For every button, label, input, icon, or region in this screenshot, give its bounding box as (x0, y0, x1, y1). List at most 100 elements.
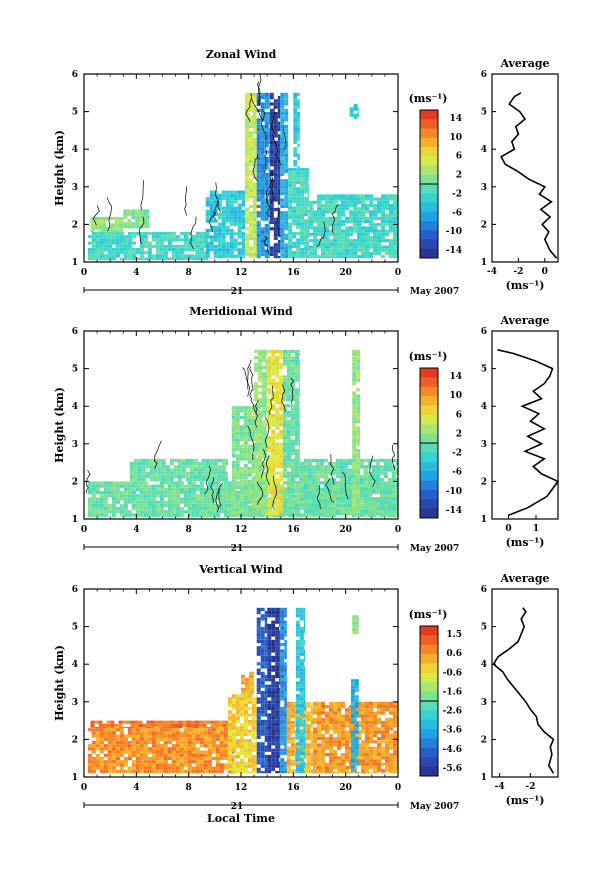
heatmap-cell (170, 727, 175, 729)
colorbar-segment (420, 377, 438, 388)
heatmap-cell (171, 503, 176, 507)
heatmap-cell (191, 510, 196, 514)
heatmap-cell (381, 248, 385, 252)
heatmap-cell (147, 487, 152, 491)
heatmap-cell (214, 727, 219, 729)
heatmap-cell (95, 231, 100, 236)
heatmap-cell (273, 102, 278, 106)
heatmap-cell (155, 763, 160, 767)
heatmap-cell (247, 479, 252, 483)
heatmap-cell (356, 359, 361, 363)
heatmap-cell (149, 468, 154, 472)
heatmap-cell (393, 203, 397, 208)
heatmap-cell (107, 244, 112, 248)
heatmap-cell (210, 723, 215, 727)
heatmap-cell (315, 503, 320, 507)
heatmap-cell (268, 252, 270, 256)
heatmap-cell (297, 115, 300, 119)
heatmap-cell (264, 214, 269, 218)
heatmap-cell (123, 257, 128, 261)
heatmap-cell (195, 769, 200, 773)
heatmap-cell (217, 478, 222, 482)
heatmap-cell (275, 503, 280, 507)
heatmap-cell (122, 216, 124, 221)
heatmap-cell (329, 210, 333, 214)
heatmap-cell (292, 184, 297, 188)
heatmap-cell (153, 468, 158, 472)
heatmap-cell (349, 113, 354, 117)
heatmap-cell (293, 163, 298, 167)
heatmap-cell (187, 510, 192, 514)
heatmap-cell (231, 451, 236, 455)
heatmap-cell (159, 734, 164, 738)
y-tick-label: 6 (72, 70, 78, 80)
heatmap-cell (147, 760, 152, 764)
heatmap-cell (356, 503, 361, 507)
heatmap-cell (199, 500, 204, 504)
heatmap-cell (307, 471, 312, 475)
heatmap-cell (239, 428, 244, 432)
heatmap-cell (211, 766, 216, 770)
heatmap-cell (333, 203, 337, 208)
heatmap-cell (218, 723, 223, 727)
heatmap-cell (191, 750, 196, 754)
heatmap-cell (191, 241, 196, 245)
heatmap-cell (353, 255, 357, 259)
heatmap-cell (345, 245, 349, 249)
heatmap-cell (308, 257, 309, 259)
heatmap-cell (241, 222, 245, 226)
heatmap-cell (179, 760, 184, 764)
heatmap-cell (103, 487, 108, 491)
heatmap-cell (159, 251, 164, 255)
heatmap-cell (325, 235, 329, 240)
heatmap-cell (269, 220, 274, 224)
heatmap-cell (106, 720, 111, 724)
heatmap-cell (284, 163, 289, 167)
heatmap-cell (127, 747, 132, 751)
heatmap-cell (143, 215, 148, 219)
heatmap-cell (95, 487, 100, 491)
heatmap-cell (273, 105, 278, 109)
heatmap-cell (345, 239, 349, 243)
heatmap-cell (266, 513, 268, 516)
heatmap-cell (143, 244, 148, 248)
heatmap-cell (256, 131, 261, 135)
heatmap-cell (279, 484, 283, 488)
heatmap-cell (87, 510, 92, 514)
heatmap-cell (247, 499, 252, 503)
heatmap-cell (221, 245, 226, 249)
heatmap-cell (359, 458, 364, 462)
heatmap-cell (290, 490, 295, 494)
heatmap-cell (248, 137, 253, 141)
contour-line (331, 204, 339, 234)
heatmap-cell (237, 219, 242, 223)
heatmap-cell (269, 118, 274, 122)
heatmap-cell (135, 251, 140, 255)
heatmap-cell (258, 455, 263, 459)
heatmap-cell (391, 478, 396, 482)
heatmap-cell (187, 503, 192, 507)
heatmap-cell (155, 760, 160, 764)
heatmap-cell (179, 516, 184, 518)
heatmap-cell (262, 477, 267, 481)
heatmap-cell (143, 503, 148, 507)
heatmap-cell (264, 128, 269, 132)
heatmap-cell (248, 96, 253, 100)
heatmap-cell (268, 214, 270, 218)
heatmap-cell (179, 497, 184, 501)
heatmap-cell (260, 201, 265, 205)
heatmap-cell (290, 481, 295, 485)
heatmap-cell (385, 203, 389, 208)
heatmap-cell (267, 359, 272, 363)
heatmap-cell (383, 513, 388, 516)
heatmap-cell (299, 506, 304, 510)
heatmap-cell (297, 102, 300, 106)
heatmap-cell (323, 484, 328, 488)
heatmap-cell (254, 391, 259, 395)
heatmap-cell (171, 244, 176, 248)
heatmap-cell (337, 229, 341, 233)
heatmap-cell (139, 481, 144, 485)
heatmap-cell (298, 410, 300, 414)
month-label: May 2007 (410, 544, 459, 554)
heatmap-cell (293, 92, 298, 96)
